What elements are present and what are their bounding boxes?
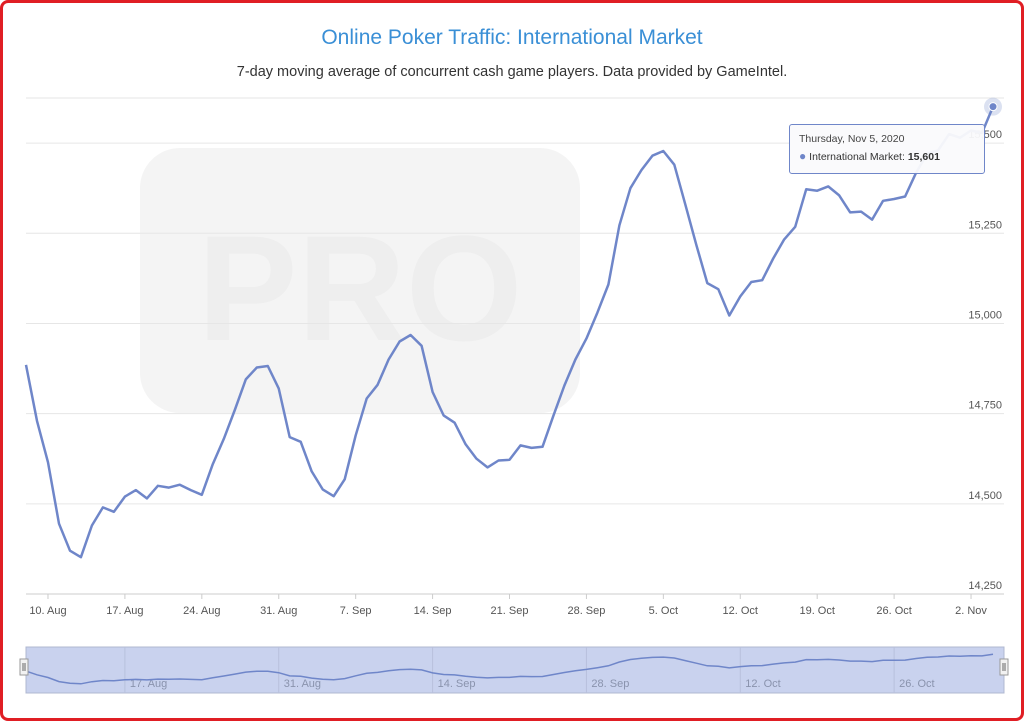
series-line-international-market[interactable]	[24, 106, 995, 559]
x-tick-label: 7. Sep	[340, 605, 372, 617]
x-tick-label: 14. Sep	[414, 605, 452, 617]
tooltip-value: 15,601	[907, 151, 940, 163]
tooltip-date: Thursday, Nov 5, 2020	[799, 133, 905, 145]
navigator[interactable]: 17. Aug 31. Aug 14. Sep 28. Sep 12. Oct 26. O…	[19, 646, 1009, 694]
navigator-grid	[124, 647, 895, 693]
x-tick-label: 26. Oct	[876, 605, 911, 617]
x-tick-label: 28. Sep	[567, 605, 605, 617]
x-tick-label: 21. Sep	[491, 605, 529, 617]
navigator-label: 26. Oct	[899, 678, 934, 690]
hover-marker	[984, 97, 1003, 116]
x-axis-labels: 10. Aug 17. Aug 24. Aug 31. Aug 7. Sep 14. Se…	[29, 594, 987, 617]
x-tick-label: 24. Aug	[183, 605, 220, 617]
x-tick-label: 10. Aug	[29, 605, 66, 617]
chart-subtitle: 7-day moving average of concurrent cash …	[236, 64, 788, 80]
y-tick-label: 15,000	[968, 309, 1002, 321]
watermark-text: PRO	[197, 204, 522, 372]
chart-title: Online Poker Traffic: International Mark…	[321, 26, 703, 49]
y-tick-label: 14,500	[968, 490, 1002, 502]
navigator-labels: 17. Aug 31. Aug 14. Sep 28. Sep 12. Oct 26. O…	[130, 678, 935, 690]
x-tick-label: 12. Oct	[723, 605, 758, 617]
x-tick-label: 17. Aug	[106, 605, 143, 617]
data-tooltip: Thursday, Nov 5, 2020 ● International Ma…	[789, 124, 985, 174]
navigator-label: 12. Oct	[745, 678, 780, 690]
navigator-left-handle[interactable]	[19, 658, 29, 676]
hover-point	[988, 102, 998, 112]
navigator-series-line	[25, 653, 994, 685]
pro-watermark: PRO	[140, 148, 580, 413]
y-tick-label: 14,750	[968, 400, 1002, 412]
x-tick-label: 5. Oct	[649, 605, 678, 617]
navigator-range[interactable]	[25, 646, 1005, 694]
tooltip-series-label: International Market:	[809, 151, 905, 163]
navigator-label: 28. Sep	[591, 678, 629, 690]
y-tick-label: 15,250	[968, 219, 1002, 231]
x-tick-label: 31. Aug	[260, 605, 297, 617]
y-tick-label: 14,250	[968, 580, 1002, 592]
x-tick-label: 2. Nov	[955, 605, 987, 617]
x-tick-label: 19. Oct	[799, 605, 834, 617]
navigator-right-handle[interactable]	[999, 658, 1009, 676]
navigator-label: 31. Aug	[284, 678, 321, 690]
tooltip-series-dot: ●	[799, 149, 807, 163]
navigator-label: 14. Sep	[438, 678, 476, 690]
navigator-label: 17. Aug	[130, 678, 167, 690]
